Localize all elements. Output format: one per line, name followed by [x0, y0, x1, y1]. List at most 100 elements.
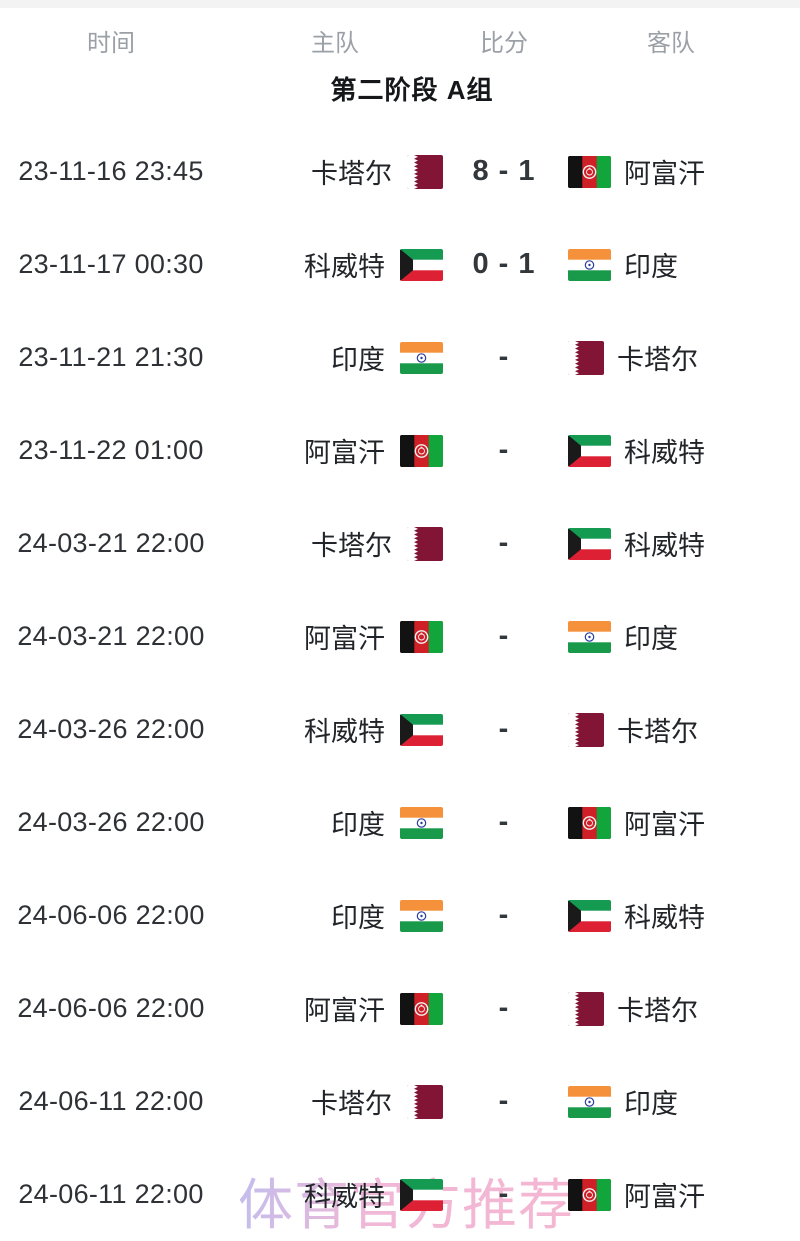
home-cell: 阿富汗 — [222, 431, 448, 470]
away-cell: 阿富汗 — [560, 1175, 800, 1214]
match-row[interactable]: 24-03-21 22:00 阿富汗 - 印度 — [0, 590, 800, 683]
match-time: 23-11-17 00:30 — [18, 249, 204, 279]
home-team-name: 阿富汗 — [304, 624, 385, 654]
afghanistan-flag-icon — [568, 1179, 611, 1211]
match-row[interactable]: 24-06-06 22:00 印度 - 科威特 — [0, 869, 800, 962]
home-team-name: 科威特 — [304, 1182, 385, 1212]
match-score: - — [498, 1085, 510, 1117]
kuwait-flag-icon — [568, 528, 611, 560]
india-flag-icon — [568, 1086, 611, 1118]
away-team-name: 印度 — [624, 252, 678, 282]
match-time: 24-06-11 22:00 — [18, 1086, 204, 1116]
home-team-name: 阿富汗 — [304, 996, 385, 1026]
match-time: 24-03-26 22:00 — [17, 807, 205, 837]
match-row[interactable]: 24-03-26 22:00 科威特 - 卡塔尔 — [0, 683, 800, 776]
kuwait-flag-icon — [400, 1179, 443, 1211]
home-team-name: 印度 — [331, 345, 385, 375]
match-score: 0 - 1 — [472, 248, 536, 280]
header-home: 主队 — [311, 29, 359, 57]
away-team-name: 阿富汗 — [624, 1182, 705, 1212]
match-score: - — [498, 806, 510, 838]
match-row[interactable]: 24-06-11 22:00 卡塔尔 - 印度 — [0, 1055, 800, 1148]
away-team-name: 卡塔尔 — [617, 996, 698, 1026]
match-time: 24-06-06 22:00 — [17, 993, 205, 1023]
home-cell: 印度 — [222, 803, 448, 842]
away-cell: 科威特 — [560, 896, 800, 935]
away-team-name: 印度 — [624, 1089, 678, 1119]
away-cell: 阿富汗 — [560, 152, 800, 191]
away-team-name: 科威特 — [624, 438, 705, 468]
match-score: - — [498, 1178, 510, 1210]
group-title: 第二阶段 A组 — [330, 74, 494, 105]
away-cell: 印度 — [560, 1082, 800, 1121]
home-cell: 阿富汗 — [222, 617, 448, 656]
qatar-flag-icon — [568, 713, 604, 747]
kuwait-flag-icon — [568, 900, 611, 932]
afghanistan-flag-icon — [568, 807, 611, 839]
match-score: - — [498, 434, 510, 466]
match-row[interactable]: 24-03-26 22:00 印度 - 阿富汗 — [0, 776, 800, 869]
home-team-name: 卡塔尔 — [311, 159, 392, 189]
away-cell: 阿富汗 — [560, 803, 800, 842]
qatar-flag-icon — [568, 341, 604, 375]
match-row[interactable]: 23-11-17 00:30 科威特 0 - 1 印度 — [0, 218, 800, 311]
home-team-name: 科威特 — [304, 252, 385, 282]
fixtures-table: 时间 主队 比分 客队 第二阶段 A组 23-11-16 23:45 卡塔尔 8… — [0, 18, 800, 1241]
home-team-name: 卡塔尔 — [311, 531, 392, 561]
home-cell: 卡塔尔 — [222, 1082, 448, 1121]
home-cell: 印度 — [222, 338, 448, 377]
qatar-flag-icon — [407, 527, 443, 561]
india-flag-icon — [400, 900, 443, 932]
qatar-flag-icon — [568, 992, 604, 1026]
match-row[interactable]: 24-06-06 22:00 阿富汗 - 卡塔尔 — [0, 962, 800, 1055]
india-flag-icon — [568, 621, 611, 653]
match-row[interactable]: 23-11-21 21:30 印度 - 卡塔尔 — [0, 311, 800, 404]
afghanistan-flag-icon — [400, 621, 443, 653]
india-flag-icon — [568, 249, 611, 281]
away-team-name: 卡塔尔 — [617, 717, 698, 747]
away-cell: 卡塔尔 — [560, 338, 800, 377]
match-row[interactable]: 23-11-22 01:00 阿富汗 - 科威特 — [0, 404, 800, 497]
match-score: - — [498, 620, 510, 652]
home-cell: 卡塔尔 — [222, 152, 448, 191]
away-team-name: 科威特 — [624, 903, 705, 933]
match-row[interactable]: 24-06-11 22:00 科威特 - 阿富汗 — [0, 1148, 800, 1241]
top-divider — [0, 0, 800, 8]
away-team-name: 阿富汗 — [624, 810, 705, 840]
away-cell: 卡塔尔 — [560, 989, 800, 1028]
match-list: 23-11-16 23:45 卡塔尔 8 - 1 阿富汗 23-11-17 00… — [0, 125, 800, 1241]
header-away: 客队 — [647, 29, 695, 57]
table-header: 时间 主队 比分 客队 — [0, 18, 800, 62]
home-team-name: 印度 — [331, 810, 385, 840]
match-row[interactable]: 24-03-21 22:00 卡塔尔 - 科威特 — [0, 497, 800, 590]
afghanistan-flag-icon — [400, 435, 443, 467]
afghanistan-flag-icon — [400, 993, 443, 1025]
match-row[interactable]: 23-11-16 23:45 卡塔尔 8 - 1 阿富汗 — [0, 125, 800, 218]
match-score: - — [498, 899, 510, 931]
match-score: 8 - 1 — [472, 155, 536, 187]
match-time: 23-11-22 01:00 — [18, 435, 204, 465]
afghanistan-flag-icon — [568, 156, 611, 188]
match-score: - — [498, 527, 510, 559]
away-team-name: 卡塔尔 — [617, 345, 698, 375]
home-team-name: 印度 — [331, 903, 385, 933]
away-cell: 印度 — [560, 245, 800, 284]
qatar-flag-icon — [407, 1085, 443, 1119]
home-team-name: 科威特 — [304, 717, 385, 747]
match-time: 24-03-21 22:00 — [17, 621, 205, 651]
match-time: 24-03-26 22:00 — [17, 714, 205, 744]
match-score: - — [498, 341, 510, 373]
header-time: 时间 — [87, 29, 135, 57]
match-time: 23-11-16 23:45 — [18, 156, 204, 186]
match-time: 24-06-06 22:00 — [17, 900, 205, 930]
kuwait-flag-icon — [568, 435, 611, 467]
match-time: 24-06-11 22:00 — [18, 1179, 204, 1209]
india-flag-icon — [400, 807, 443, 839]
kuwait-flag-icon — [400, 714, 443, 746]
match-time: 24-03-21 22:00 — [17, 528, 205, 558]
home-team-name: 阿富汗 — [304, 438, 385, 468]
home-cell: 阿富汗 — [222, 989, 448, 1028]
away-cell: 卡塔尔 — [560, 710, 800, 749]
away-team-name: 阿富汗 — [624, 159, 705, 189]
